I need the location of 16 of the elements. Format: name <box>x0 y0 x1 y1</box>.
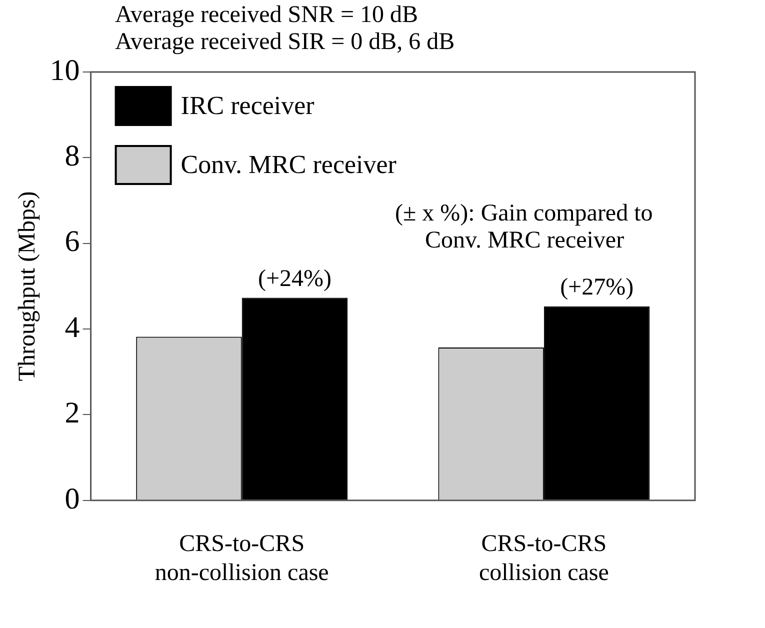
y-tick-label: 4 <box>64 310 80 344</box>
x-tick-label: CRS-to-CRS collision case <box>478 531 609 586</box>
y-axis-title: Throughput (Mbps) <box>14 191 41 382</box>
y-tick-label: 8 <box>64 140 80 173</box>
y-tick-label: 10 <box>50 54 80 87</box>
annotation: (+27%) <box>560 274 634 301</box>
y-tick-label: 0 <box>64 482 80 516</box>
chart-title: Average received SNR = 10 dB <box>115 2 419 29</box>
legend-label: Conv. MRC receiver <box>180 150 397 179</box>
annotation: (+24%) <box>258 266 332 292</box>
chart-subtitle: Average received SIR = 0 dB, 6 dB <box>115 29 455 56</box>
legend-label: IRC receiver <box>180 90 315 120</box>
y-tick-label: 2 <box>64 396 80 430</box>
annotation: (± x %): Gain compared to Conv. MRC receiver <box>395 200 653 254</box>
x-tick-label: CRS-to-CRS non-collision case <box>154 531 329 586</box>
y-tick-label: 6 <box>64 225 80 258</box>
